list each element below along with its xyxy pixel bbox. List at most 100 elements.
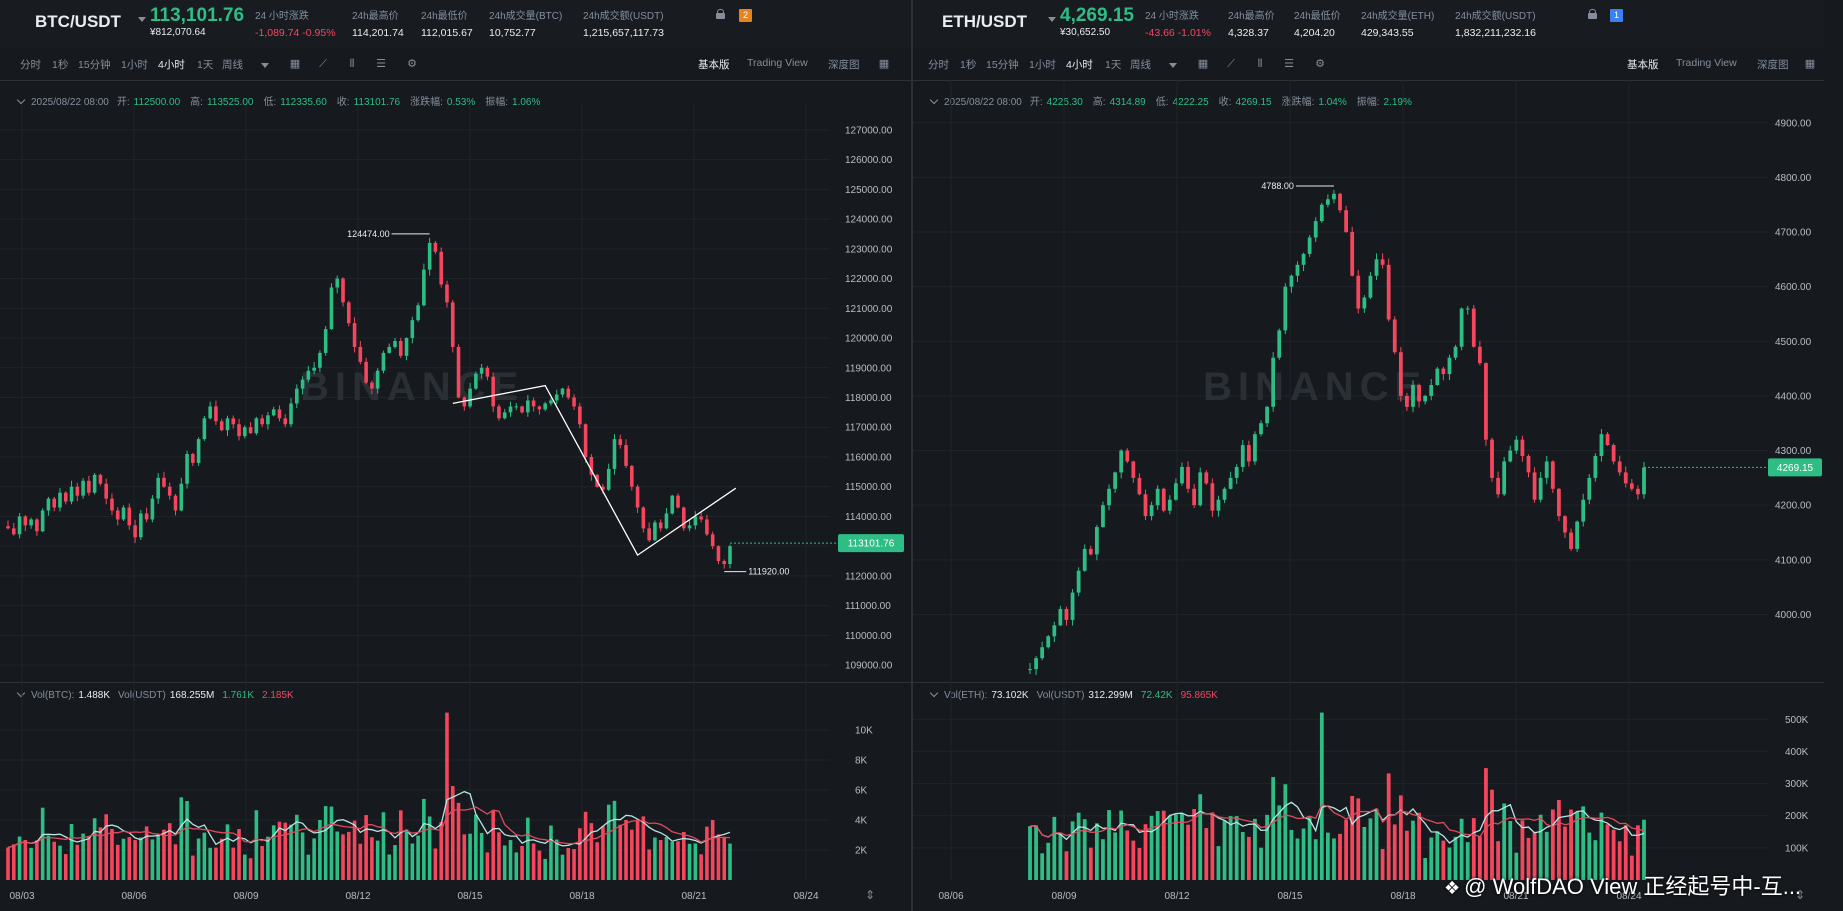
candle-body xyxy=(710,534,715,547)
eth-header: ETH/USDT 4,269.15 ¥30,652.50 24 小时涨跌 -43.… xyxy=(913,0,1824,48)
volume-bar xyxy=(1350,795,1355,880)
interval-tab-active[interactable]: 4小时 xyxy=(158,59,185,71)
candle-body xyxy=(722,561,727,565)
candle-body xyxy=(254,418,259,434)
grid-layout-icon[interactable]: ▦ xyxy=(878,58,890,70)
candle-body xyxy=(612,439,617,469)
candle-body xyxy=(601,486,605,490)
view-depth-tab[interactable]: 深度图 xyxy=(1757,59,1789,71)
chevron-down-icon[interactable] xyxy=(1169,63,1177,68)
volume-bar xyxy=(150,839,155,880)
view-depth-tab[interactable]: 深度图 xyxy=(828,59,860,71)
volume-bar xyxy=(393,845,397,880)
alert-count-badge[interactable]: 2 xyxy=(739,9,752,22)
alert-count-badge[interactable]: 1 xyxy=(1610,9,1623,22)
interval-tab[interactable]: 1天 xyxy=(197,59,214,71)
volume-bar xyxy=(1180,813,1184,880)
view-tradingview-tab[interactable]: Trading View xyxy=(1676,57,1737,69)
candle-type-icon[interactable]: ⫴ xyxy=(1257,58,1263,70)
candle-body xyxy=(1471,308,1476,347)
volume-bar xyxy=(329,806,334,880)
y-axis-tick-label: 124000.00 xyxy=(845,215,893,226)
candle-body xyxy=(208,406,212,419)
gear-icon[interactable]: ⚙ xyxy=(1315,58,1325,70)
interval-tab[interactable]: 15分钟 xyxy=(78,59,111,71)
candle-body xyxy=(17,516,22,535)
volume-bar xyxy=(179,797,184,880)
candle-body xyxy=(1368,275,1373,298)
interval-tab[interactable]: 周线 xyxy=(1130,59,1151,71)
volume-bar xyxy=(1617,841,1622,880)
chevron-down-icon[interactable] xyxy=(1048,17,1056,22)
interval-tab[interactable]: 分时 xyxy=(20,59,41,71)
chevron-down-icon[interactable] xyxy=(261,63,269,68)
candle-body xyxy=(1040,647,1045,659)
interval-tab[interactable]: 1小时 xyxy=(121,59,148,71)
interval-tab[interactable]: 周线 xyxy=(222,59,243,71)
interval-tab[interactable]: 1秒 xyxy=(52,59,69,71)
candle-body xyxy=(508,406,513,413)
panel-divider[interactable] xyxy=(911,0,913,911)
x-axis-tick-label: 08/06 xyxy=(121,891,146,902)
candle-body xyxy=(1204,472,1209,484)
candle-body xyxy=(1356,275,1361,309)
candle-type-icon[interactable]: ⫴ xyxy=(349,58,355,70)
volume-bar xyxy=(699,854,703,880)
volume-bar xyxy=(104,814,108,880)
interval-tab[interactable]: 1秒 xyxy=(960,59,977,71)
eth-candlestick-chart[interactable]: 4900.00 4800.00 4700.00 4600.00 4500.00 4400.… xyxy=(913,0,1824,911)
volume-bar xyxy=(1411,820,1415,880)
calendar-icon[interactable]: ▦ xyxy=(1197,58,1209,70)
volume-bar xyxy=(335,831,340,880)
volume-bar xyxy=(69,824,74,880)
view-basic-tab[interactable]: 基本版 xyxy=(698,59,730,71)
x-axis-tick-label: 08/21 xyxy=(681,891,706,902)
interval-tab[interactable]: 1天 xyxy=(1105,59,1122,71)
btc-symbol[interactable]: BTC/USDT xyxy=(35,12,121,31)
view-tradingview-tab[interactable]: Trading View xyxy=(747,57,808,69)
grid-layout-icon[interactable]: ▦ xyxy=(1804,58,1816,70)
volume-bar xyxy=(1398,795,1403,880)
volume-bar xyxy=(508,840,513,880)
candle-body xyxy=(1094,527,1099,555)
candle-body xyxy=(1411,385,1415,407)
volume-bar xyxy=(243,854,247,880)
btc-candlestick-chart[interactable]: 127000.00 126000.00 125000.00 124000.00 1230… xyxy=(0,0,911,911)
lock-icon[interactable] xyxy=(1588,9,1597,19)
y-axis-tick-label: 115000.00 xyxy=(845,482,892,493)
volume-ma-fast-line xyxy=(1029,801,1645,844)
layout-icon[interactable]: ☰ xyxy=(1284,58,1294,70)
volume-bar xyxy=(63,854,68,880)
candle-body xyxy=(179,483,184,511)
candle-body xyxy=(1046,636,1051,648)
low-annotation-label: 111920.00 xyxy=(748,567,789,577)
volume-bar xyxy=(618,824,623,880)
interval-tab[interactable]: 1小时 xyxy=(1029,59,1056,71)
volume-bar xyxy=(1052,816,1057,880)
indicator-icon[interactable]: ⟋ xyxy=(319,58,327,70)
chevron-down-icon[interactable] xyxy=(138,17,146,22)
candle-body xyxy=(514,406,519,408)
view-basic-tab[interactable]: 基本版 xyxy=(1627,59,1659,71)
interval-tab-active[interactable]: 4小时 xyxy=(1066,59,1093,71)
candle-body xyxy=(1234,466,1239,478)
candle-body xyxy=(1259,423,1263,435)
candle-body xyxy=(1350,232,1355,276)
volume-bar xyxy=(381,812,386,880)
candle-body xyxy=(139,513,143,538)
gear-icon[interactable]: ⚙ xyxy=(407,58,417,70)
watermark: ❖ @ WolfDAO View 正经起号中-互... xyxy=(1444,874,1802,899)
layout-icon[interactable]: ☰ xyxy=(376,58,386,70)
candle-body xyxy=(1131,461,1136,478)
candle-body xyxy=(1599,434,1604,457)
interval-tab[interactable]: 分时 xyxy=(928,59,949,71)
indicator-icon[interactable]: ⟋ xyxy=(1227,58,1235,70)
interval-tab[interactable]: 15分钟 xyxy=(986,59,1019,71)
volume-bar xyxy=(1283,784,1288,880)
candle-body xyxy=(445,284,449,303)
volume-bar xyxy=(578,828,582,880)
volume-bar xyxy=(1186,824,1190,880)
calendar-icon[interactable]: ▦ xyxy=(289,58,301,70)
lock-icon[interactable] xyxy=(716,9,725,19)
eth-symbol[interactable]: ETH/USDT xyxy=(942,12,1027,31)
